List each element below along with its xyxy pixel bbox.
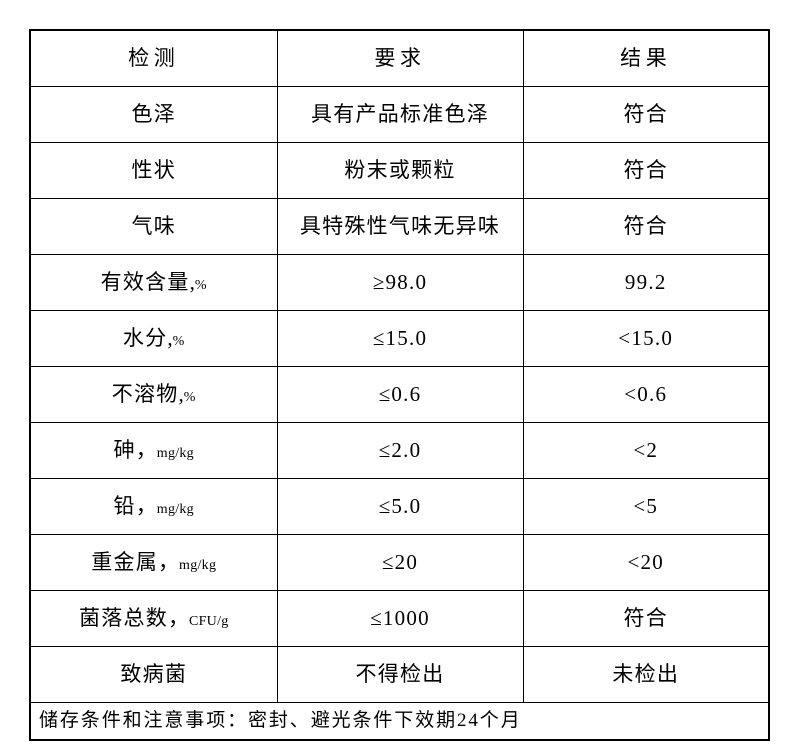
- cell-item: 砷，mg/kg: [29, 421, 278, 479]
- item-unit-separator: ,: [189, 269, 195, 294]
- cell-item: 色泽: [29, 85, 278, 143]
- cell-requirement: ≤20: [276, 533, 524, 591]
- table-row: 砷，mg/kg ≤2.0 <2: [29, 421, 770, 479]
- cell-result: 符合: [522, 589, 770, 647]
- item-unit: CFU/g: [189, 613, 229, 629]
- item-unit: %: [183, 389, 196, 405]
- column-header-result: 结果: [522, 29, 770, 87]
- item-label: 色泽: [131, 101, 177, 126]
- item-label: 砷: [113, 437, 136, 462]
- table-note-row: 储存条件和注意事项：密封、避光条件下效期24个月: [29, 701, 770, 741]
- cell-item: 菌落总数，CFU/g: [29, 589, 278, 647]
- table-row: 不溶物,% ≤0.6 <0.6: [29, 365, 770, 423]
- item-unit-separator: ，: [158, 549, 180, 574]
- cell-requirement: ≤2.0: [276, 421, 524, 479]
- cell-result: 符合: [522, 141, 770, 199]
- item-unit-separator: ，: [168, 605, 189, 630]
- cell-item: 重金属，mg/kg: [29, 533, 278, 591]
- item-label: 致病菌: [120, 661, 188, 686]
- cell-requirement: 不得检出: [276, 645, 524, 703]
- table-row: 重金属，mg/kg ≤20 <20: [29, 533, 770, 591]
- cell-requirement: ≤15.0: [276, 309, 524, 367]
- table-row: 有效含量,% ≥98.0 99.2: [29, 253, 770, 311]
- cell-item: 有效含量,%: [29, 253, 278, 311]
- item-label: 菌落总数: [78, 605, 168, 630]
- table-row: 菌落总数，CFU/g ≤1000 符合: [29, 589, 770, 647]
- table-row: 水分,% ≤15.0 <15.0: [29, 309, 770, 367]
- cell-result: <2: [522, 421, 770, 479]
- cell-result: 符合: [522, 197, 770, 255]
- item-label: 铅: [113, 493, 136, 518]
- item-unit-separator: ，: [135, 437, 157, 462]
- cell-result: <20: [522, 533, 770, 591]
- cell-item: 气味: [29, 197, 278, 255]
- specification-sheet: 检测 要求 结果 色泽 具有产品标准色泽 符合 性状 粉末或颗粒 符合 气味 具特殊性气味无异…: [29, 29, 770, 741]
- table-row: 色泽 具有产品标准色泽 符合: [29, 85, 770, 143]
- item-label: 重金属: [91, 549, 159, 574]
- table-row: 气味 具特殊性气味无异味 符合: [29, 197, 770, 255]
- item-label: 性状: [131, 157, 177, 182]
- item-unit: %: [172, 333, 185, 349]
- cell-requirement: ≤0.6: [276, 365, 524, 423]
- table-row: 致病菌 不得检出 未检出: [29, 645, 770, 703]
- table-header-row: 检测 要求 结果: [29, 29, 770, 87]
- table-body: 检测 要求 结果 色泽 具有产品标准色泽 符合 性状 粉末或颗粒 符合 气味 具特殊性气味无异…: [29, 29, 770, 741]
- item-unit-separator: ，: [135, 493, 157, 518]
- item-unit: mg/kg: [179, 557, 217, 573]
- table-row: 铅，mg/kg ≤5.0 <5: [29, 477, 770, 535]
- cell-item: 性状: [29, 141, 278, 199]
- cell-result: 符合: [522, 85, 770, 143]
- cell-result: 99.2: [522, 253, 770, 311]
- item-label: 有效含量: [100, 269, 190, 294]
- specification-table: 检测 要求 结果 色泽 具有产品标准色泽 符合 性状 粉末或颗粒 符合 气味 具特殊性气味无异…: [29, 29, 770, 741]
- item-label: 不溶物: [111, 381, 179, 406]
- cell-requirement: 具有产品标准色泽: [276, 85, 524, 143]
- item-unit: mg/kg: [156, 501, 194, 517]
- cell-result: 未检出: [522, 645, 770, 703]
- cell-result: <5: [522, 477, 770, 535]
- cell-item: 不溶物,%: [29, 365, 278, 423]
- cell-requirement: 粉末或颗粒: [276, 141, 524, 199]
- item-unit-separator: ,: [167, 325, 173, 350]
- item-unit-separator: ,: [178, 381, 184, 406]
- cell-item: 铅，mg/kg: [29, 477, 278, 535]
- cell-item: 水分,%: [29, 309, 278, 367]
- cell-requirement: ≤5.0: [276, 477, 524, 535]
- item-label: 气味: [131, 213, 177, 238]
- table-row: 性状 粉末或颗粒 符合: [29, 141, 770, 199]
- item-label: 水分: [122, 325, 168, 350]
- storage-note: 储存条件和注意事项：密封、避光条件下效期24个月: [29, 701, 770, 741]
- item-unit: mg/kg: [156, 445, 194, 461]
- column-header-requirement: 要求: [276, 29, 524, 87]
- column-header-item: 检测: [29, 29, 278, 87]
- item-unit: %: [194, 277, 207, 293]
- cell-requirement: ≥98.0: [276, 253, 524, 311]
- cell-item: 致病菌: [29, 645, 278, 703]
- cell-requirement: ≤1000: [276, 589, 524, 647]
- cell-result: <0.6: [522, 365, 770, 423]
- cell-requirement: 具特殊性气味无异味: [276, 197, 524, 255]
- cell-result: <15.0: [522, 309, 770, 367]
